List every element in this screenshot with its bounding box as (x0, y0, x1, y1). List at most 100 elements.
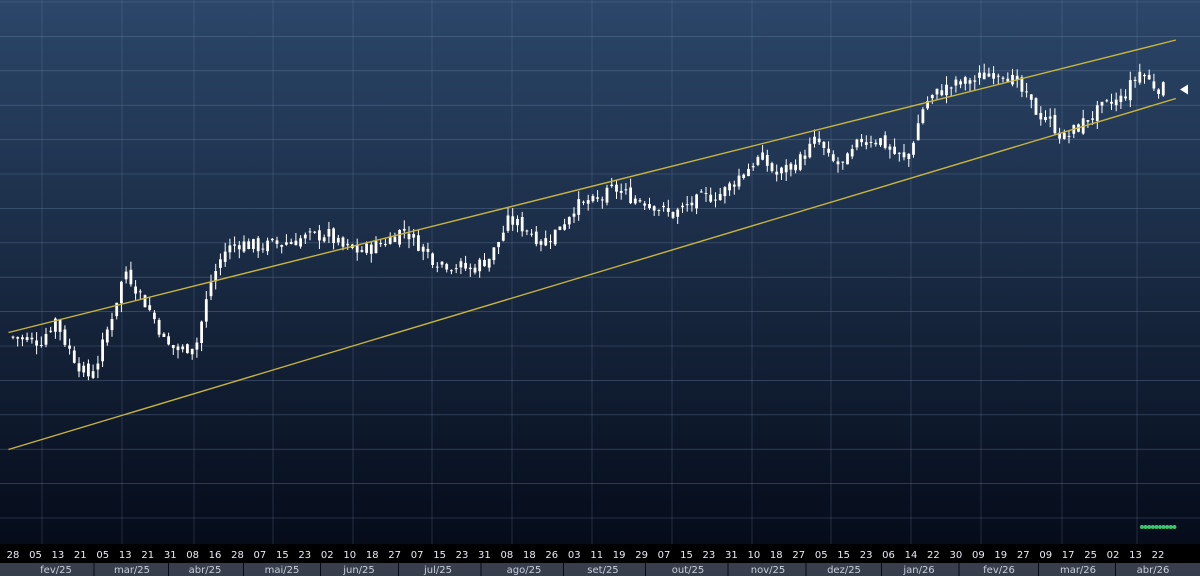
x-tick-label: 18 (366, 550, 379, 561)
last-price-arrow (1180, 84, 1188, 95)
candle-body (506, 215, 510, 231)
candle (402, 220, 406, 239)
candle (869, 135, 873, 148)
candle (511, 208, 515, 231)
indicator-dot (1165, 525, 1170, 529)
candle (497, 241, 500, 255)
candle-body (1029, 94, 1033, 100)
candle (1157, 88, 1160, 99)
candle-body (831, 154, 835, 161)
x-tick-label: 19 (994, 550, 1007, 561)
candle (478, 257, 482, 278)
candle-body (228, 245, 232, 253)
candle-body (440, 261, 444, 265)
candle (1095, 101, 1099, 129)
x-tick-label: 31 (164, 550, 177, 561)
candle (322, 234, 326, 243)
candle-body (120, 281, 123, 304)
candle-body (223, 251, 227, 262)
candle (266, 237, 269, 255)
candle-body (91, 371, 95, 378)
x-tick-label: 07 (411, 550, 424, 561)
month-label: out/25 (672, 565, 704, 576)
candle (157, 317, 161, 338)
candle (270, 238, 274, 242)
candle-body (596, 197, 599, 199)
candle-body (798, 154, 802, 170)
candle-body (487, 258, 491, 268)
candle (228, 238, 232, 260)
candle (572, 207, 576, 223)
candle (582, 200, 585, 206)
candle-body (695, 194, 698, 209)
candle (817, 131, 821, 145)
candle-body (676, 209, 680, 217)
candle-body (1152, 81, 1156, 89)
candle (803, 149, 807, 166)
month-label: jul/25 (423, 565, 452, 576)
candle (591, 194, 595, 203)
candle-body (808, 143, 812, 158)
candle-body (266, 240, 269, 252)
x-tick-label: 05 (815, 550, 828, 561)
candle (619, 183, 623, 200)
candle (1067, 130, 1071, 144)
candle (780, 166, 783, 180)
candle-body (181, 346, 185, 350)
candle (718, 187, 722, 201)
x-tick-label: 23 (703, 550, 716, 561)
candle-body (1058, 132, 1061, 139)
candle (44, 327, 48, 348)
x-tick-label: 10 (343, 550, 356, 561)
candle-body (685, 204, 689, 206)
candle-body (459, 261, 463, 268)
x-tick-label: 23 (298, 550, 311, 561)
candle-body (431, 253, 434, 265)
candle-body (167, 336, 170, 345)
candle (214, 263, 218, 290)
candle (893, 138, 896, 155)
candle (577, 191, 581, 221)
candle (949, 86, 953, 96)
candle (445, 262, 449, 273)
candle-body (44, 334, 48, 345)
candle (252, 238, 255, 253)
candle (233, 236, 236, 253)
x-tick-label: 27 (388, 550, 401, 561)
candle-body (68, 345, 71, 349)
x-tick-label: 05 (96, 550, 109, 561)
candle (1006, 72, 1010, 82)
candle-body (756, 157, 760, 165)
candle-body (445, 264, 449, 270)
candle (1119, 88, 1123, 109)
candle-body (751, 166, 755, 168)
candle-body (1091, 118, 1094, 120)
last-price-marker (1180, 84, 1188, 95)
x-tick-label: 09 (1039, 550, 1052, 561)
candle (902, 144, 906, 161)
candle-body (261, 248, 265, 250)
candle (671, 211, 675, 219)
candle (91, 364, 95, 380)
candle (96, 355, 100, 379)
grid-lines (0, 0, 1200, 544)
x-tick-label: 31 (478, 550, 491, 561)
candle-body (365, 243, 368, 253)
candle (1143, 73, 1146, 84)
candle-body (605, 187, 609, 203)
candle (1048, 108, 1052, 128)
candle (822, 141, 826, 156)
candle-body (846, 153, 849, 165)
x-tick-label: 21 (141, 550, 154, 561)
candle-body (1138, 71, 1142, 83)
candle (1086, 120, 1090, 128)
candle-body (940, 90, 944, 96)
candle (110, 312, 114, 337)
trend-channel (8, 39, 1177, 451)
candle-body (699, 191, 703, 193)
candle-body (563, 224, 566, 230)
candle-body (1044, 117, 1047, 120)
candle-body (648, 204, 651, 209)
candle (464, 255, 467, 271)
candle (784, 159, 788, 181)
